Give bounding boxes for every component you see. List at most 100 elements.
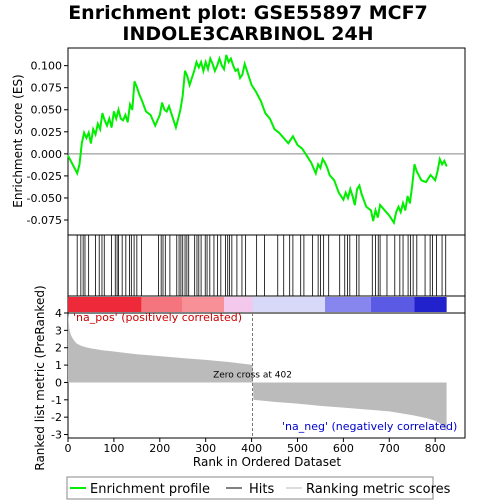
hits-panel-frame: [67, 234, 466, 297]
es-point: [150, 114, 152, 116]
es-point: [168, 105, 170, 107]
es-point: [159, 114, 161, 116]
es-point: [436, 170, 439, 173]
rank-x-axis: 0 100 200 300 400 500 600 700 800: [65, 438, 446, 455]
x-tick-label: 700: [379, 442, 400, 455]
legend-frame: [66, 476, 434, 500]
es-point: [184, 70, 186, 72]
es-point: [425, 181, 427, 183]
es-point: [377, 216, 379, 218]
legend: Enrichment profile Hits Ranking metric s…: [66, 476, 451, 500]
es-point: [407, 195, 409, 197]
es-point: [140, 98, 143, 100]
es-point: [404, 209, 406, 211]
es-point: [161, 102, 163, 104]
es-point: [177, 117, 179, 120]
es-point: [317, 163, 319, 166]
metric-y-tick-label: 3: [55, 324, 62, 337]
chart-title-line1: Enrichment plot: GSE55897 MCF7: [68, 2, 428, 24]
metric-y-axis-label: Ranked list metric (PreRanked): [33, 285, 47, 470]
negative-correlation-label: 'na_neg' (negatively correlated): [282, 420, 457, 433]
es-point: [379, 204, 381, 206]
es-point: [113, 110, 115, 113]
es-point: [319, 167, 322, 169]
es-point: [115, 117, 117, 120]
colorbar-segment: [414, 297, 447, 312]
es-point: [127, 121, 129, 123]
es-point: [209, 57, 211, 60]
es-point: [241, 73, 244, 76]
es-point: [186, 75, 188, 77]
es-point: [117, 109, 120, 111]
es-point: [400, 211, 402, 213]
es-point: [92, 128, 94, 130]
colorbar-segment: [141, 297, 183, 312]
es-point: [230, 57, 232, 60]
es-point: [175, 126, 177, 128]
es-y-axis: 0.100 0.075 0.050 0.025 0.000 -0.025 -0.050 -0.…: [27, 60, 68, 227]
es-point: [179, 109, 182, 111]
es-point: [237, 68, 239, 70]
es-point: [124, 114, 126, 116]
enrichment-profile-points: [67, 54, 448, 224]
es-point: [145, 110, 147, 113]
es-point: [388, 214, 390, 217]
metric-y-tick-label: -3: [51, 429, 62, 442]
es-y-tick-label: 0.075: [31, 82, 63, 95]
colorbar-segment: [252, 297, 326, 312]
es-point: [81, 142, 83, 144]
es-point: [301, 147, 303, 150]
es-point: [85, 137, 87, 139]
es-point: [200, 61, 202, 63]
metric-y-tick-label: 4: [55, 307, 62, 320]
x-axis-label: Rank in Ordered Dataset: [193, 455, 341, 469]
es-point: [88, 132, 90, 134]
es-point: [273, 128, 276, 130]
es-point: [384, 209, 386, 211]
es-point: [101, 112, 104, 114]
es-point: [205, 61, 207, 63]
es-point: [349, 188, 351, 190]
metric-y-tick-label: 1: [55, 359, 62, 372]
es-point: [122, 119, 124, 121]
metric-y-tick-label: 2: [55, 342, 62, 355]
es-point: [216, 65, 218, 67]
es-point: [397, 206, 400, 208]
legend-hits-label: Hits: [249, 482, 274, 497]
es-point: [255, 91, 257, 93]
chart-title-line2: INDOLE3CARBINOL 24H: [122, 23, 373, 45]
es-point: [232, 65, 234, 67]
es-point: [429, 174, 432, 176]
es-point: [111, 126, 113, 128]
es-point: [250, 84, 253, 86]
metric-y-tick-label: -2: [51, 411, 62, 424]
es-point: [234, 70, 237, 72]
es-point: [333, 179, 335, 181]
es-point: [324, 162, 326, 164]
es-point: [246, 70, 248, 72]
es-point: [154, 125, 156, 127]
es-point: [411, 185, 413, 187]
es-point: [211, 63, 214, 65]
es-point: [248, 77, 250, 79]
es-point: [166, 110, 168, 113]
es-panel-frame: [67, 47, 466, 236]
es-point: [99, 128, 101, 130]
es-point: [345, 192, 347, 194]
es-point: [322, 158, 324, 160]
es-point: [264, 112, 266, 114]
es-point: [120, 117, 122, 120]
es-point: [218, 57, 221, 60]
es-point: [416, 170, 418, 173]
es-point: [329, 174, 331, 176]
x-tick-label: 800: [425, 442, 446, 455]
es-point: [90, 142, 92, 144]
es-point: [136, 86, 138, 88]
es-point: [342, 199, 344, 201]
enrichment-profile-line: [67, 54, 448, 226]
x-tick-label: 0: [65, 442, 72, 455]
es-point: [221, 65, 223, 67]
es-point: [172, 119, 175, 121]
colorbar-segment: [68, 297, 142, 312]
es-point: [283, 137, 285, 139]
